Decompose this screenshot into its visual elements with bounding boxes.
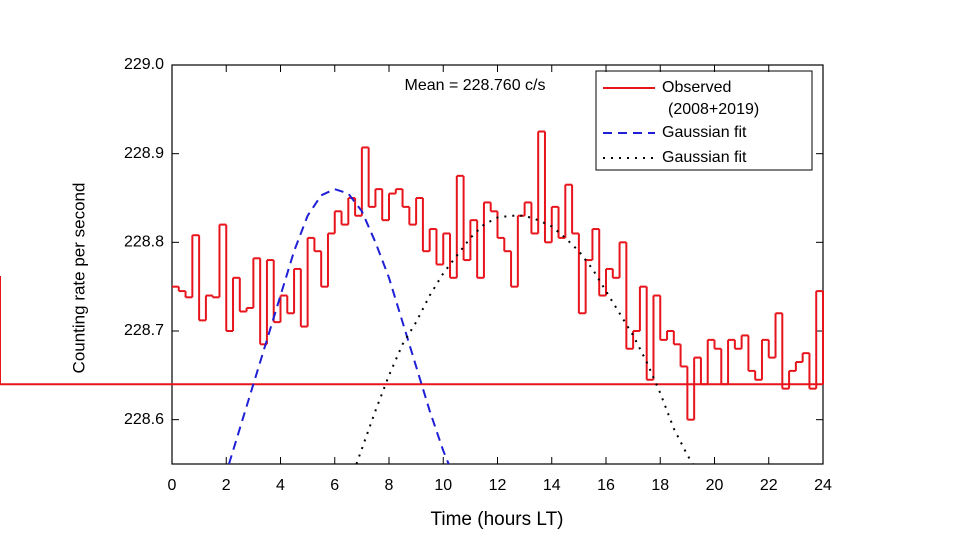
- y-tick-label: 228.8: [124, 234, 164, 251]
- x-axis-label: Time (hours LT): [430, 509, 563, 530]
- x-tick-label: 16: [597, 477, 615, 494]
- y-tick-label: 228.9: [124, 145, 164, 162]
- x-tick-label: 24: [814, 477, 832, 494]
- x-tick-label: 0: [168, 477, 177, 494]
- y-tick-label: 228.7: [124, 322, 164, 339]
- x-tick-label: 18: [651, 477, 669, 494]
- y-tick-label: 229.0: [124, 56, 164, 73]
- x-tick-label: 6: [330, 477, 339, 494]
- x-tick-label: 22: [760, 477, 778, 494]
- legend-label: Observed: [662, 79, 731, 96]
- x-tick-label: 4: [276, 477, 285, 494]
- x-tick-label: 12: [489, 477, 507, 494]
- fit-line: [228, 188, 450, 465]
- y-axis-label: Counting rate per second: [69, 183, 88, 374]
- legend-label: Gaussian fit: [662, 124, 747, 141]
- x-tick-label: 2: [222, 477, 231, 494]
- x-tick-label: 8: [385, 477, 394, 494]
- legend-label: Gaussian fit: [662, 149, 747, 166]
- x-tick-label: 10: [434, 477, 452, 494]
- fit-line: [355, 214, 694, 465]
- legend-label: (2008+2019): [668, 101, 759, 118]
- annotation: Mean = 228.760 c/s: [405, 77, 546, 94]
- x-tick-label: 20: [706, 477, 724, 494]
- x-tick-label: 14: [543, 477, 561, 494]
- y-tick-label: 228.6: [124, 411, 164, 428]
